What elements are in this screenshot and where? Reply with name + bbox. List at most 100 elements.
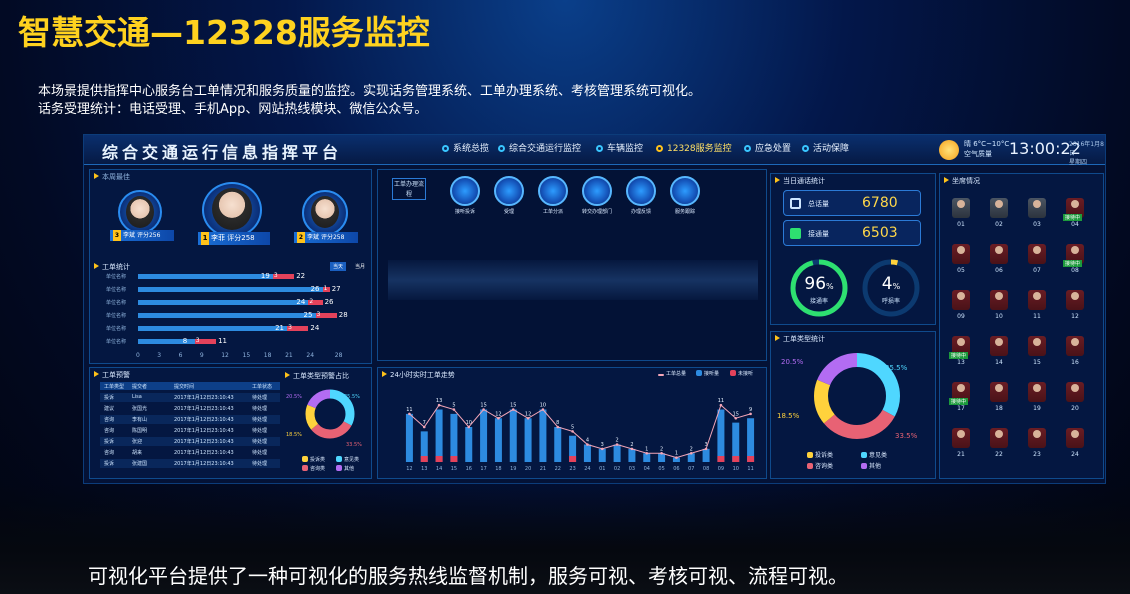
employee-panel-title: 本周最佳 [94,172,130,182]
bar-answered [524,418,532,462]
seat-avatar[interactable] [952,244,970,264]
warning-donut-title: 工单类型预警占比 [285,371,349,381]
seat-avatar[interactable] [1028,244,1046,264]
seat-avatar[interactable] [952,382,970,402]
seat-avatar[interactable] [990,290,1008,310]
seat-avatar[interactable] [952,336,970,356]
data-label: 11 [406,407,412,413]
slide-description-2: 话务受理统计：电话受理、手机App、网站热线模块、微信公众号。 [38,102,428,117]
seat-avatar[interactable] [952,290,970,310]
seat-avatar[interactable] [990,244,1008,264]
seat-avatar[interactable] [990,382,1008,402]
tab-month[interactable]: 当月 [355,264,366,270]
seat-avatar[interactable] [1028,290,1046,310]
nav-item-emergency[interactable]: 应急处置 [744,141,791,154]
warning-table-header: 工单类型 提交者 提交时间 工单状态 [100,382,280,390]
seat-avatar[interactable] [1066,244,1084,264]
bar-missed [747,456,755,462]
workorder-value-1: 8 [182,337,188,345]
nav-item-vehicle-monitor[interactable]: 车辆监控 [596,141,643,154]
seat-avatar[interactable] [990,428,1008,448]
point-total [600,447,604,451]
workorder-value-2: 3 [288,324,292,331]
seat-avatar[interactable] [1066,382,1084,402]
loss-rate-label: 呼损率 [881,298,900,305]
seat-avatar[interactable] [1066,290,1084,310]
seat-number: 24 [1071,451,1079,458]
seat-avatar[interactable] [952,198,970,218]
warning-cell: 陈国明 [132,428,148,434]
workorder-total: 11 [218,337,228,345]
workorder-bar-secondary [272,274,295,279]
data-label: 1 [645,446,648,452]
warning-cell: 投诉 [104,439,115,445]
point-total [452,408,456,411]
chart24-svg: 1112713131451510161517121815191220102182… [405,398,755,472]
flow-step-button[interactable] [626,176,656,206]
donut-slice [305,389,355,439]
bar-answered [732,422,740,462]
seat-avatar[interactable] [1066,336,1084,356]
data-label: 10 [540,403,546,409]
seat-avatar[interactable] [952,428,970,448]
nav-item-activity[interactable]: 活动保障 [802,141,849,154]
loss-rate-value: 4% [881,274,901,294]
seat-avatar[interactable] [1028,198,1046,218]
bar-answered [554,427,562,462]
seat-avatar[interactable] [1028,382,1046,402]
slide-description-1: 本场景提供指挥中心服务台工单情况和服务质量的监控。实现话务管理系统、工单办理系统… [38,84,702,99]
workorder-bar-secondary [322,287,330,292]
flow-step-button[interactable] [450,176,480,206]
data-label: 2 [690,446,693,452]
tab-today[interactable]: 当天 [330,262,347,271]
bar-answered [509,409,517,462]
seat-number: 07 [1033,267,1041,274]
workorder-value-2: 3 [195,337,200,344]
nav-dot-icon [656,145,663,152]
flow-step-label: 受理 [503,209,514,215]
seat-number: 08 [1071,267,1079,274]
seat-avatar[interactable] [990,336,1008,356]
answered-calls-value: 6503 [862,225,898,241]
nav-item-12328-monitor[interactable]: 12328服务监控 [656,141,732,154]
donut-slice [814,353,900,439]
seat-avatar[interactable] [1066,198,1084,218]
x-tick-label: 09 [718,466,724,472]
workorder-value-2: 1 [323,285,328,292]
slide-title: 智慧交通—12328服务监控 [18,13,430,52]
nav-item-overview[interactable]: 系统总揽 [442,141,489,154]
bar-missed [569,456,577,462]
flow-panel: 工单办理流程 接听投诉 受理 工单分派 转交办理部门 办理反馈 服务跟踪 [377,169,767,361]
workorder-bar-secondary [308,300,323,305]
warning-cell: 张迎 [132,439,143,445]
workorder-bar-primary [138,313,316,318]
seat-number: 12 [1071,313,1079,320]
flow-step-button[interactable] [538,176,568,206]
seat-number: 04 [1071,221,1079,228]
bar-missed [732,456,740,462]
data-label: 2 [615,438,618,444]
seat-avatar[interactable] [1028,336,1046,356]
seats-panel: 坐席情况 01 02 03 接待中 04 05 06 07 接待中 08 09 10 11 12 接待中 13… [939,173,1104,479]
workorder-tick: 6 [178,352,183,359]
seat-avatar[interactable] [990,198,1008,218]
seat-avatar[interactable] [1066,428,1084,448]
seat-avatar[interactable] [1028,428,1046,448]
workorder-value-1: 24 [296,298,306,306]
x-tick-label: 11 [747,466,753,472]
nav-item-traffic-monitor[interactable]: 综合交通运行监控 [498,141,581,154]
workorder-tick: 15 [242,352,251,359]
warn-label-0: 35.5% [344,394,360,400]
flow-step-button[interactable] [582,176,612,206]
point-total [437,403,441,407]
warning-cell: 咨询 [104,450,115,456]
warning-cell: 2017年1月12日23:10:43 [174,450,234,456]
city-skyline-decoration [388,260,758,300]
flow-step-button[interactable] [670,176,700,206]
warning-cell: 2017年1月12日23:10:43 [174,428,234,434]
flow-step-button[interactable] [494,176,524,206]
x-tick-label: 21 [540,466,546,472]
workorder-value-2: 3 [316,311,321,318]
x-tick-label: 15 [451,466,457,472]
workorder-stats-title: 工单统计 [94,262,130,272]
